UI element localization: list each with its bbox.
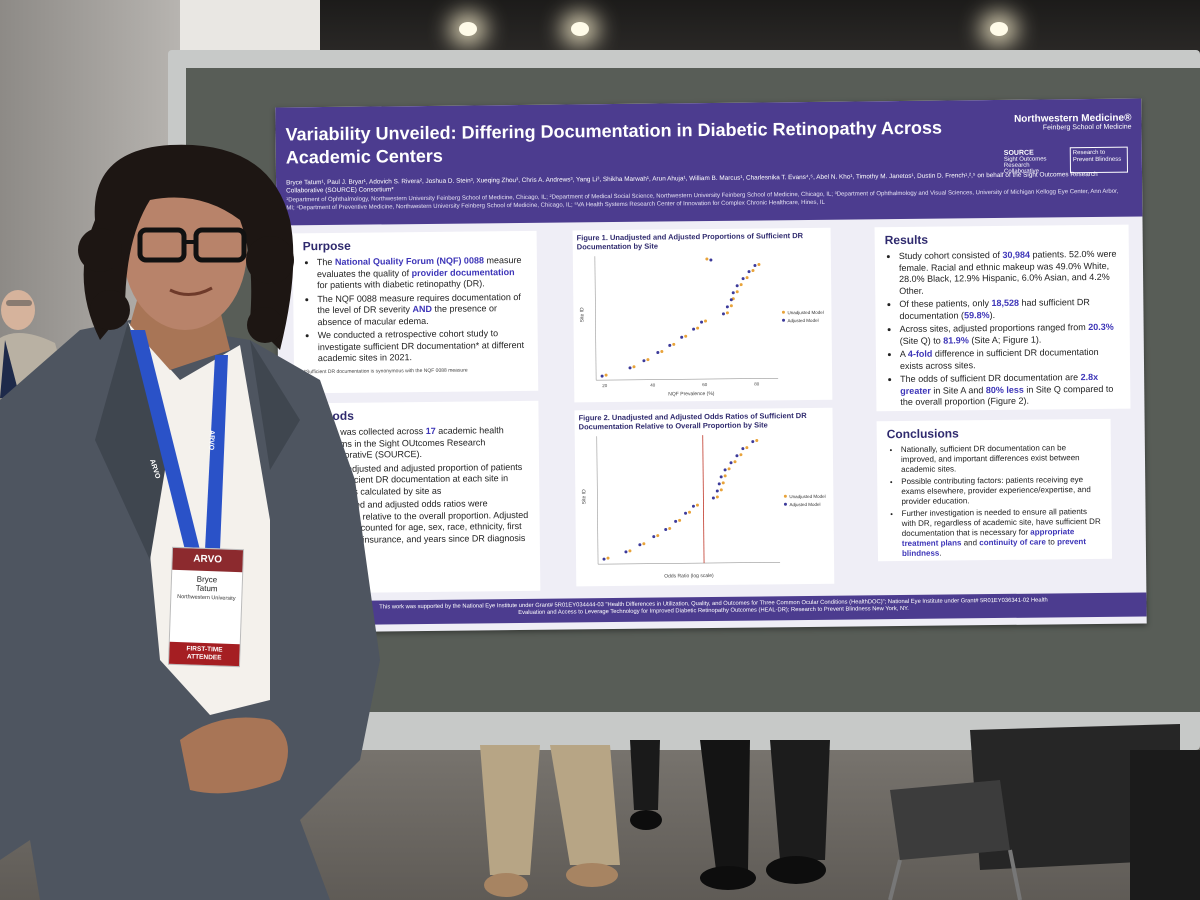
- research-poster: Variability Unveiled: Differing Document…: [275, 98, 1147, 633]
- lanyard-text: ARVO: [207, 430, 215, 451]
- rpb-logo: Research to Prevent Blindness: [1069, 146, 1129, 174]
- background-person-legs: [630, 740, 830, 890]
- results-heading: Results: [884, 232, 929, 248]
- results-bullet: Of these patients, only 18,528 had suffi…: [899, 297, 1119, 322]
- background-person-legs: [480, 745, 620, 897]
- poster-title: Variability Unveiled: Differing Document…: [285, 117, 943, 168]
- name-badge: ARVO Bryce Tatum Northwestern University…: [167, 546, 245, 668]
- northwestern-medicine-logo: Northwestern Medicine® Feinberg School o…: [1014, 113, 1132, 132]
- figure-2-legend-adjusted: Adjusted Model: [789, 502, 820, 507]
- results-list: Study cohort consisted of 30,984 patient…: [885, 249, 1121, 409]
- figure-1-xtick: 60: [702, 382, 708, 387]
- results-bullet: Across sites, adjusted proportions range…: [900, 322, 1120, 347]
- conclusions-bullet: Further investigation is needed to ensur…: [902, 507, 1103, 559]
- conclusions-bullet: Nationally, sufficient DR documentation …: [901, 443, 1101, 475]
- figure-1-xtick: 20: [602, 383, 608, 388]
- ceiling-light: [990, 22, 1008, 36]
- conclusions-panel: Conclusions Nationally, sufficient DR do…: [876, 418, 1113, 562]
- figure-1-xtick: 40: [650, 383, 656, 388]
- figure-1-title: Figure 1. Unadjusted and Adjusted Propor…: [576, 231, 804, 252]
- figure-2: Figure 2. Unadjusted and Adjusted Odds R…: [574, 407, 835, 587]
- legend-adjusted-marker: [782, 318, 786, 322]
- figure-1-legend-adjusted: Adjusted Model: [788, 318, 819, 323]
- results-bullet: The odds of sufficient DR documentation …: [900, 372, 1120, 409]
- conclusions-list: Nationally, sufficient DR documentation …: [887, 443, 1102, 559]
- ceiling-light: [571, 22, 589, 36]
- figure-1-ylabel: Site ID: [579, 307, 585, 322]
- figure-1-xlabel: NQF Prevalence (%): [668, 391, 715, 397]
- results-bullet: A 4-fold difference in sufficient DR doc…: [900, 347, 1120, 372]
- source-logo-sub: Sight Outcomes Research Collaborative: [1003, 156, 1047, 175]
- reference-line: [702, 435, 705, 564]
- figure-2-plot: Site ID Odds Ratio (log scale): [581, 435, 826, 580]
- figure-2-ylabel: Site ID: [581, 489, 587, 504]
- figure-2-points: [602, 439, 759, 561]
- figure-1-points: [600, 257, 761, 378]
- poster-header: Variability Unveiled: Differing Document…: [275, 98, 1143, 226]
- conclusions-heading: Conclusions: [886, 426, 959, 442]
- student-presenter: ARVO ARVO: [0, 144, 380, 900]
- badge-first-time-tag: FIRST-TIME ATTENDEE: [168, 641, 240, 667]
- poster-footer: This work was supported by the National …: [280, 592, 1147, 626]
- logo-sub: Feinberg School of Medicine: [1042, 123, 1132, 132]
- figure-1: Figure 1. Unadjusted and Adjusted Propor…: [572, 227, 833, 403]
- figure-1-plot: Site ID NQF Prevalence (%) 20 40 60 80: [579, 256, 824, 397]
- chair: [888, 724, 1200, 900]
- figure-2-title: Figure 2. Unadjusted and Adjusted Odds R…: [578, 411, 807, 432]
- legend-unadjusted-marker: [781, 310, 785, 314]
- source-logo: SOURCE Sight Outcomes Research Collabora…: [1004, 149, 1064, 175]
- ceiling-light: [459, 22, 477, 36]
- figure-1-legend-unadjusted: Unadjusted Model: [787, 310, 823, 315]
- results-bullet: Study cohort consisted of 30,984 patient…: [899, 249, 1119, 297]
- badge-organization: Northwestern University: [177, 593, 236, 603]
- badge-event: ARVO: [172, 547, 244, 573]
- results-panel: Results Study cohort consisted of 30,984…: [874, 224, 1131, 412]
- figure-2-xlabel: Odds Ratio (log scale): [664, 573, 714, 580]
- figure-2-legend-unadjusted: Unadjusted Model: [789, 494, 825, 499]
- conclusions-bullet: Possible contributing factors: patients …: [901, 475, 1101, 507]
- figure-1-xtick: 80: [754, 381, 760, 386]
- badge-last-name: Tatum: [195, 583, 218, 594]
